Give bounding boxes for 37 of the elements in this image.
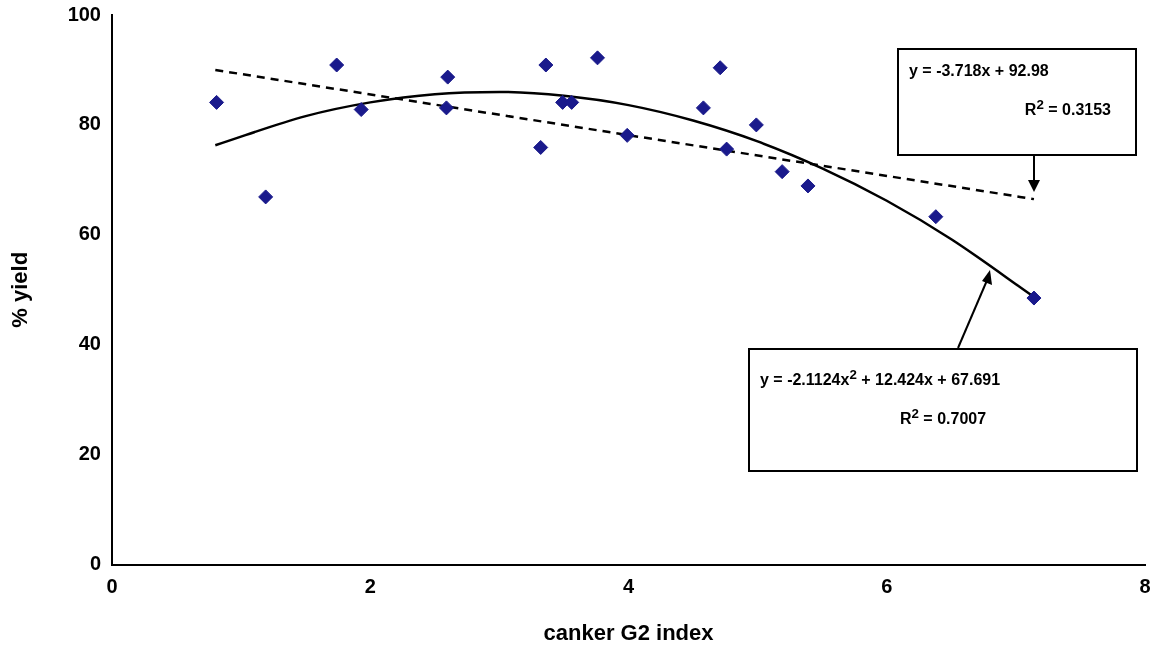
point: [748, 117, 764, 133]
y-tick-label: 60: [78, 222, 101, 245]
point: [619, 127, 635, 143]
point: [209, 94, 225, 110]
point: [438, 100, 454, 116]
point: [719, 141, 735, 157]
y-tick-label: 100: [67, 2, 101, 25]
point: [353, 102, 369, 118]
point: [712, 60, 728, 76]
x-axis-title: canker G2 index: [543, 619, 715, 645]
y-tick-label: 80: [78, 112, 101, 135]
annotation: y = -3.718x + 92.98: [909, 61, 1050, 81]
x-tick-label: 0: [106, 575, 118, 598]
point: [440, 69, 456, 85]
point: [533, 139, 549, 155]
note-box: y = -3.718x + 92.98 R$^{2}$ = 0.3153: [897, 48, 1137, 156]
point: [258, 189, 274, 205]
note-box: y = -2.1124x$^{2}$ + 12.424x + 67.691 R$^{2}$ = 0.7007: [748, 348, 1138, 472]
annotation: R$^{2}$ = 0.7007: [898, 405, 988, 430]
point: [928, 209, 944, 225]
point: [695, 100, 711, 116]
y-tick-label: 40: [78, 332, 101, 355]
x-tick-label: 8: [1139, 575, 1151, 598]
x-tick-label: 4: [622, 575, 635, 598]
x-tick-label: 2: [364, 575, 376, 598]
annotation: R$^{2}$ = 0.3153: [1023, 96, 1112, 121]
point: [800, 178, 816, 194]
annotation: y = -2.1124x$^{2}$ + 12.424x + 67.691: [760, 366, 1002, 391]
y-axis-title: % yield: [7, 251, 33, 328]
point: [538, 57, 554, 73]
y-tick-label: 20: [78, 442, 101, 465]
point: [329, 57, 345, 73]
x-tick-label: 6: [881, 575, 893, 598]
point: [1026, 290, 1042, 306]
y-tick-label: 0: [89, 552, 101, 575]
point: [774, 164, 790, 180]
point: [590, 50, 606, 66]
